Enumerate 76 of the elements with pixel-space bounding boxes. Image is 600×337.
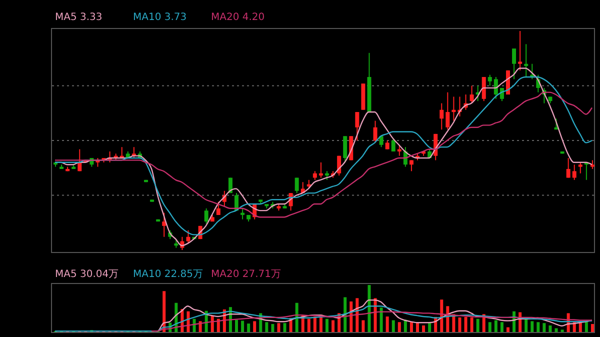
bar bbox=[271, 324, 274, 332]
candlestick bbox=[452, 96, 456, 122]
bar bbox=[458, 317, 462, 332]
bar bbox=[494, 320, 498, 332]
bar bbox=[410, 322, 413, 332]
bar bbox=[524, 318, 528, 332]
bar bbox=[464, 316, 468, 332]
candlestick bbox=[494, 76, 498, 100]
bar bbox=[326, 318, 328, 332]
bar bbox=[476, 318, 480, 332]
text: MA20 27.71万 bbox=[211, 268, 282, 281]
bar bbox=[235, 320, 238, 332]
bar bbox=[506, 327, 510, 332]
bar bbox=[253, 321, 256, 332]
bar bbox=[416, 323, 419, 332]
candlestick bbox=[446, 92, 450, 130]
bar bbox=[356, 298, 359, 332]
candlestick bbox=[373, 120, 378, 144]
bar bbox=[295, 302, 298, 332]
bar bbox=[283, 323, 286, 332]
bar bbox=[265, 322, 268, 332]
candlestick bbox=[488, 74, 492, 86]
bar bbox=[392, 320, 395, 332]
candlestick bbox=[343, 136, 348, 163]
candlestick bbox=[216, 201, 220, 216]
bar bbox=[344, 297, 347, 332]
bar bbox=[307, 318, 310, 332]
candlestick bbox=[566, 158, 570, 178]
bar bbox=[313, 316, 316, 332]
text: MA10 3.73 bbox=[133, 12, 188, 23]
candlestick bbox=[294, 177, 299, 194]
candlestick bbox=[578, 162, 582, 174]
bar bbox=[500, 322, 504, 332]
text: MA5 30.04万 bbox=[55, 268, 120, 281]
bar bbox=[488, 322, 492, 332]
candlestick bbox=[318, 162, 323, 178]
candlestick bbox=[78, 148, 82, 172]
text: MA20 4.20 bbox=[211, 12, 266, 23]
candlestick bbox=[470, 85, 474, 104]
text: MA10 22.85万 bbox=[133, 268, 204, 281]
bar bbox=[277, 323, 280, 332]
bar bbox=[362, 320, 365, 332]
bar bbox=[590, 324, 594, 332]
bar bbox=[404, 320, 407, 332]
bar bbox=[554, 328, 558, 332]
bar bbox=[241, 320, 244, 332]
candlestick bbox=[518, 31, 522, 71]
candlestick bbox=[355, 112, 360, 141]
bar bbox=[428, 323, 432, 332]
candlestick bbox=[204, 208, 208, 224]
text: MA5 3.33 bbox=[55, 12, 104, 23]
candlestick bbox=[391, 138, 396, 152]
bar bbox=[548, 325, 552, 332]
candlestick bbox=[440, 102, 444, 130]
bar bbox=[440, 300, 444, 332]
candlestick bbox=[397, 144, 402, 156]
candlestick bbox=[162, 212, 166, 238]
bar bbox=[470, 317, 474, 332]
candlestick bbox=[409, 160, 414, 172]
bar bbox=[386, 316, 389, 332]
bar bbox=[332, 320, 335, 332]
bar bbox=[398, 322, 401, 332]
bar bbox=[162, 291, 166, 332]
bar bbox=[422, 325, 426, 332]
candlestick bbox=[524, 44, 528, 78]
bar bbox=[542, 323, 546, 332]
bar bbox=[247, 324, 250, 332]
bar bbox=[350, 301, 353, 332]
bar bbox=[536, 322, 540, 332]
bar bbox=[380, 308, 383, 332]
bar bbox=[530, 321, 534, 332]
bar bbox=[216, 318, 220, 332]
candlestick bbox=[240, 208, 245, 220]
candlestick bbox=[512, 48, 516, 80]
candlestick bbox=[186, 230, 190, 244]
candlestick bbox=[572, 164, 576, 180]
